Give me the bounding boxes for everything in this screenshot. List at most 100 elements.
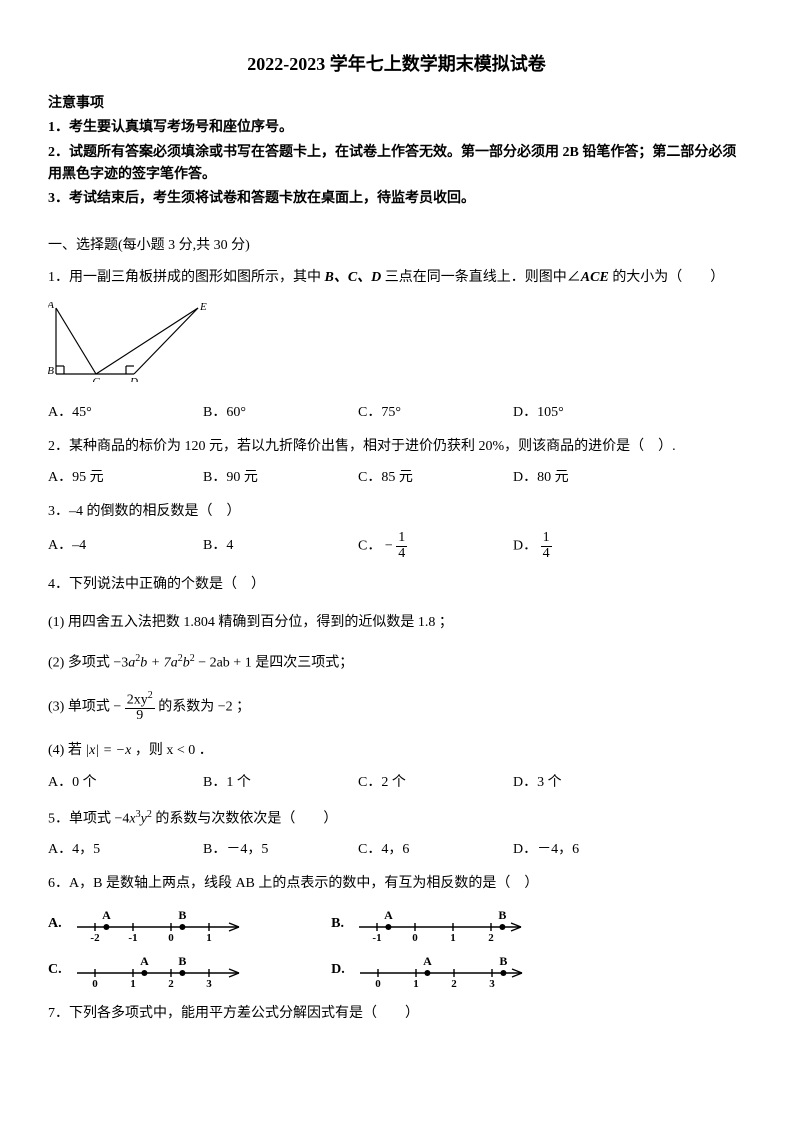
q1-choice-a: A．45° [48, 402, 203, 424]
q4-s2: (2) 多项式 −3a2b + 7a2b2 − 2ab + 1 是四次三项式； [48, 651, 745, 675]
svg-text:3: 3 [490, 978, 496, 990]
question-3: 3．–4 的倒数的相反数是（ ） A．–4 B．4 C． − 1 4 D． 1 … [48, 501, 745, 562]
q6-b-label: B. [331, 913, 344, 935]
q6-a-line: -2-101AB [71, 903, 271, 945]
svg-text:E: E [199, 302, 207, 313]
q6-b-line: -1012AB [353, 903, 553, 945]
svg-text:0: 0 [413, 932, 419, 944]
question-5: 5．单项式 −4x3y2 的系数与次数依次是（ ） A．4，5 B．－4，5 C… [48, 807, 745, 861]
q4-s3-tail: 的系数为 −2 ； [158, 699, 250, 714]
q6-opt-a: A. -2-101AB [48, 903, 271, 945]
svg-text:A: A [385, 908, 394, 922]
q6-d-label: D. [331, 959, 345, 981]
q4-s2-b2: b [183, 655, 190, 670]
svg-text:C: C [92, 376, 100, 382]
q4-text: 4．下列说法中正确的个数是（ ） [48, 574, 745, 596]
q6-opt-d: D. 0 1 2 3 A B [331, 949, 554, 991]
question-6: 6．A，B 是数轴上两点，线段 AB 上的点表示的数中，有互为相反数的是（ ） … [48, 873, 745, 991]
q1-bcd: B、C、D [325, 270, 382, 285]
q4-s1: (1) 用四舍五入法把数 1.804 精确到百分位，得到的近似数是 1.8 ； [48, 612, 745, 634]
q1-text: 1．用一副三角板拼成的图形如图所示，其中 B、C、D 三点在同一条直线上．则图中… [48, 267, 745, 289]
q5-choice-a: A．4，5 [48, 839, 203, 861]
q1-choice-c: C．75° [358, 402, 513, 424]
q4-s3-prefix: (3) 单项式 − [48, 699, 121, 714]
svg-text:1: 1 [130, 978, 136, 990]
svg-text:D: D [129, 376, 138, 382]
q6-c-label: C. [48, 959, 62, 981]
q1-choices: A．45° B．60° C．75° D．105° [48, 402, 745, 424]
notice-1: 1．考生要认真填写考场号和座位序号。 [48, 117, 745, 139]
q4-choice-a: A．0 个 [48, 772, 203, 794]
q3c-sign: − [385, 539, 393, 554]
notice-heading: 注意事项 [48, 93, 745, 115]
q4-s4-abs: |x| = −x [85, 743, 131, 758]
q4-s2-tail: − 2ab + 1 是四次三项式； [195, 655, 354, 670]
q4-choice-b: B．1 个 [203, 772, 358, 794]
svg-text:2: 2 [168, 978, 174, 990]
question-1: 1．用一副三角板拼成的图形如图所示，其中 B、C、D 三点在同一条直线上．则图中… [48, 267, 745, 424]
q6-opt-b: B. -1012AB [331, 903, 553, 945]
q4-s3-exp: 2 [148, 690, 153, 701]
q6-d-line: 0 1 2 3 A B [354, 949, 554, 991]
svg-text:A: A [140, 954, 149, 968]
q1-choice-d: D．105° [513, 402, 668, 424]
q6-a-label: A. [48, 913, 62, 935]
question-2: 2．某种商品的标价为 120 元，若以九折降价出售，相对于进价仍获利 20%，则… [48, 436, 745, 489]
q4-s4-prefix: (4) 若 [48, 743, 85, 758]
q5-text: 5．单项式 −4x3y2 的系数与次数依次是（ ） [48, 807, 745, 831]
svg-text:B: B [48, 365, 54, 377]
svg-text:B: B [179, 954, 187, 968]
q5-choice-c: C．4，6 [358, 839, 513, 861]
q4-s3-num: 2xy2 [125, 691, 155, 709]
q4-choices: A．0 个 B．1 个 C．2 个 D．3 个 [48, 772, 745, 794]
q3-choice-b: B．4 [203, 535, 358, 557]
q6-c-line: 0123AB [71, 949, 271, 991]
svg-text:B: B [499, 908, 507, 922]
q3-choices: A．–4 B．4 C． − 1 4 D． 1 4 [48, 531, 745, 561]
svg-text:A: A [423, 954, 432, 968]
q1-mid: 三点在同一条直线上．则图中∠ [381, 270, 581, 285]
q3d-frac: 1 4 [541, 531, 552, 561]
q4-s3-frac: 2xy2 9 [125, 691, 155, 724]
q4-s4: (4) 若 |x| = −x ，则 x < 0 ． [48, 740, 745, 762]
q1-suffix: 的大小为（ ） [609, 270, 725, 285]
q2-choice-d: D．80 元 [513, 467, 668, 489]
q4-s2-b1: b + 7 [140, 655, 170, 670]
q3-choice-a: A．–4 [48, 535, 203, 557]
q2-text: 2．某种商品的标价为 120 元，若以九折降价出售，相对于进价仍获利 20%，则… [48, 436, 745, 458]
q5-suffix: 的系数与次数依次是（ ） [152, 811, 338, 826]
svg-text:1: 1 [414, 978, 420, 990]
q3d-den: 4 [541, 547, 552, 562]
q5-choice-b: B．－4，5 [203, 839, 358, 861]
q4-s2-a2: a [171, 655, 178, 670]
section-1-heading: 一、选择题(每小题 3 分,共 30 分) [48, 235, 745, 257]
q3d-num: 1 [541, 531, 552, 547]
q1-figure: A E B C D [48, 302, 208, 382]
q1-choice-b: B．60° [203, 402, 358, 424]
notice-2: 2．试题所有答案必须填涂或书写在答题卡上，在试卷上作答无效。第一部分必须用 2B… [48, 142, 745, 187]
q1-ace: ACE [581, 270, 609, 285]
q4-s4-tail: ，则 x < 0 ． [131, 743, 212, 758]
svg-text:1: 1 [451, 932, 457, 944]
svg-text:2: 2 [489, 932, 495, 944]
svg-text:A: A [48, 302, 54, 311]
svg-text:-2: -2 [91, 932, 101, 944]
q5-choice-d: D．－4，6 [513, 839, 668, 861]
q3c-frac: 1 4 [396, 531, 407, 561]
q4-s3-num-t: 2xy [127, 692, 148, 707]
svg-text:0: 0 [376, 978, 382, 990]
q3-text: 3．–4 的倒数的相反数是（ ） [48, 501, 745, 523]
q4-s2-prefix: (2) 多项式 −3 [48, 655, 128, 670]
svg-text:B: B [179, 908, 187, 922]
q4-choice-c: C．2 个 [358, 772, 513, 794]
svg-text:0: 0 [168, 932, 174, 944]
q2-choices: A．95 元 B．90 元 C．85 元 D．80 元 [48, 467, 745, 489]
q6-opt-c: C. 0123AB [48, 949, 271, 991]
q5-choices: A．4，5 B．－4，5 C．4，6 D．－4，6 [48, 839, 745, 861]
q2-choice-b: B．90 元 [203, 467, 358, 489]
q4-choice-d: D．3 个 [513, 772, 668, 794]
svg-text:2: 2 [452, 978, 458, 990]
q4-s3: (3) 单项式 − 2xy2 9 的系数为 −2 ； [48, 691, 745, 724]
q6-text: 6．A，B 是数轴上两点，线段 AB 上的点表示的数中，有互为相反数的是（ ） [48, 873, 745, 895]
svg-text:B: B [500, 954, 508, 968]
